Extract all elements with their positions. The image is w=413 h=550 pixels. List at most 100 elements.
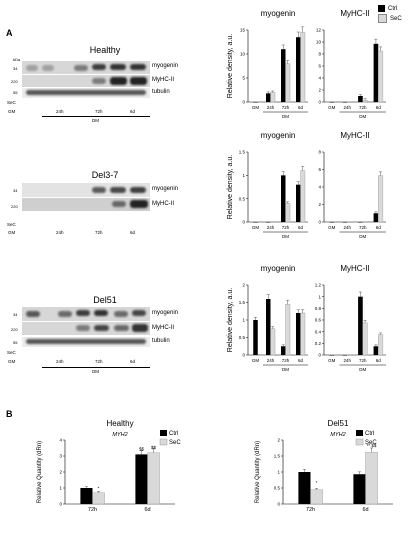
y-tick-label: 3 [59, 454, 62, 459]
kda-label: kDa [13, 57, 21, 62]
time-72h: 72h [95, 359, 103, 364]
bar-ctrl [373, 213, 379, 222]
blot-del37: Del3-7 34 220 myogenin MyHC-II SeC GM 24… [0, 0, 200, 260]
blot-strip-myogenin [22, 307, 150, 321]
bar-sec [285, 203, 291, 223]
bar-ctrl [358, 296, 363, 355]
legend-sec-swatch [159, 438, 168, 446]
marker-220: 220 [11, 327, 18, 332]
bar-sec [147, 452, 160, 505]
x-tick-label: 72h [306, 507, 315, 513]
bar-ctrl [358, 96, 363, 102]
bar-ctrl [342, 355, 348, 356]
blot-strip-tubulin [22, 337, 150, 347]
band-label-myogenin: myogenin [152, 63, 179, 69]
x-tick-label: 24h [267, 105, 275, 110]
significance-marker: $$ [151, 445, 157, 450]
y-tick-label: 1 [242, 173, 245, 178]
y-tick-label: 1.5 [239, 300, 246, 305]
y-tick-label: 0.5 [239, 335, 246, 340]
bar-sec [365, 451, 378, 505]
x-tick-label: 6d [298, 105, 304, 110]
x-tick-label: 6d [298, 358, 304, 363]
y-tick-label: 0 [318, 100, 321, 105]
bar-sec [378, 50, 384, 103]
legend-sec-label: SeC [169, 440, 181, 446]
bar-ctrl [358, 222, 363, 223]
panel-b-legend: Ctrl SeC [159, 430, 181, 446]
legend-sec-swatch [355, 438, 364, 446]
bar-ctrl [80, 488, 93, 504]
y-tick-label: 1 [59, 486, 62, 491]
band-label-myogenin: myogenin [152, 186, 179, 192]
bar-ctrl [329, 102, 335, 103]
x-tick-label: 72h [282, 225, 290, 230]
band-label-myhc: MyHC-II [152, 325, 174, 331]
blot-strip-myogenin [22, 61, 150, 74]
bar-ctrl [296, 313, 301, 355]
y-tick-label: 1 [242, 318, 245, 323]
time-24h: 24h [56, 109, 64, 114]
legend-ctrl-label: Ctrl [169, 431, 178, 437]
time-24h: 24h [56, 230, 64, 235]
y-tick-label: 5 [242, 76, 245, 81]
y-tick-label: 15 [240, 28, 246, 33]
chart-title: Healthy [106, 419, 133, 428]
y-tick-label: 0.4 [315, 329, 322, 334]
blot-title: Del3-7 [91, 170, 119, 180]
y-tick-label: 0 [242, 100, 245, 105]
significance-marker: * [98, 486, 100, 491]
time-72h: 72h [95, 109, 103, 114]
bar-sec [270, 221, 276, 223]
bar-ctrl [353, 474, 366, 504]
bar-ctrl [298, 472, 311, 504]
dm-label: DM [282, 234, 289, 239]
legend-ctrl-label: Ctrl [365, 431, 374, 437]
x-tick-label: 24h [267, 358, 275, 363]
bar-ctrl [266, 222, 271, 223]
legend-sec-label: SeC [365, 440, 377, 446]
dm-bracket [42, 367, 150, 368]
blot-strip-tubulin [22, 88, 150, 98]
band-label-tubulin: tubulin [152, 89, 170, 95]
bar-sec [378, 175, 384, 223]
band-label-myhc: MyHC-II [152, 77, 174, 83]
gm-label: GM [8, 359, 16, 364]
x-tick-label: 72h [359, 105, 367, 110]
marker-34: 34 [13, 188, 18, 193]
bar-ctrl [296, 184, 301, 222]
chart-title: MyHC-II [340, 131, 369, 140]
x-tick-label: GM [252, 358, 260, 363]
time-6d: 6d [130, 359, 136, 364]
bar-ctrl [329, 222, 335, 223]
bar-ctrl [253, 320, 258, 355]
legend-ctrl-swatch [356, 430, 363, 436]
y-tick-label: 0.8 [315, 306, 322, 311]
chart-subtitle: MYH2 [112, 432, 127, 438]
dm-label: DM [282, 114, 289, 119]
y-tick-label: 0.6 [315, 318, 322, 323]
significance-marker: * [316, 480, 318, 485]
marker-220: 220 [11, 204, 18, 209]
x-tick-label: 6d [362, 507, 368, 513]
chart-title: MyHC-II [340, 9, 369, 18]
y-axis-label: Relative Quantity (dRn) [37, 441, 43, 503]
y-axis-label: Relative density, a.u. [227, 34, 234, 99]
bar-ctrl [373, 346, 379, 355]
y-tick-label: 0.2 [315, 341, 322, 346]
y-tick-label: 0 [277, 502, 280, 507]
chart: myogenin Relative density, a.u. 0 0.5 1 1.5 GM… [227, 131, 308, 239]
legend-ctrl-swatch [160, 430, 167, 436]
bar-ctrl [296, 37, 301, 103]
time-24h: 24h [56, 359, 64, 364]
bar-sec [347, 354, 353, 356]
band-label-myogenin: myogenin [152, 310, 179, 316]
marker-34: 34 [13, 312, 18, 317]
dm-label: DM [92, 369, 99, 374]
bar-sec [285, 63, 291, 103]
bar-sec [270, 92, 276, 103]
dm-label: DM [359, 114, 366, 119]
blot-strip-myogenin [22, 183, 150, 197]
chart-title: myogenin [261, 9, 296, 18]
